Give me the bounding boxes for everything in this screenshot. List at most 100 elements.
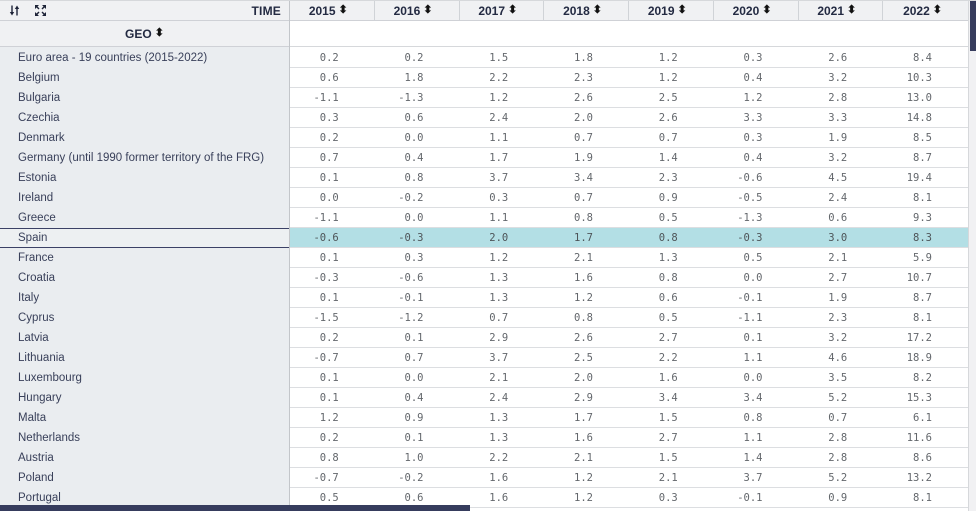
- value-cell[interactable]: 3.2: [828, 71, 848, 84]
- sort-updown-icon[interactable]: ⬍: [847, 4, 857, 16]
- value-cell[interactable]: 1.2: [319, 411, 339, 424]
- value-cell[interactable]: 0.7: [574, 191, 593, 204]
- value-cell[interactable]: 2.0: [489, 231, 509, 244]
- value-cell[interactable]: 2.6: [574, 331, 593, 344]
- value-cell[interactable]: 19.4: [906, 171, 932, 184]
- value-cell[interactable]: 2.1: [658, 471, 678, 484]
- value-cell[interactable]: 0.7: [319, 151, 339, 164]
- value-cell[interactable]: 3.4: [743, 391, 763, 404]
- value-cell[interactable]: 2.5: [658, 91, 678, 104]
- value-cell[interactable]: 1.1: [743, 431, 763, 444]
- value-cell[interactable]: 0.3: [319, 111, 339, 124]
- value-cell[interactable]: -0.3: [737, 231, 763, 244]
- value-cell[interactable]: 0.6: [828, 211, 848, 224]
- value-cell[interactable]: -1.3: [398, 91, 424, 104]
- value-cell[interactable]: 2.0: [574, 111, 593, 124]
- value-cell[interactable]: -1.2: [398, 311, 424, 324]
- value-cell[interactable]: 8.1: [913, 491, 932, 504]
- value-cell[interactable]: -0.5: [737, 191, 763, 204]
- value-cell[interactable]: -0.3: [313, 271, 339, 284]
- value-cell[interactable]: 1.9: [828, 291, 848, 304]
- value-cell[interactable]: 0.8: [574, 211, 593, 224]
- value-cell[interactable]: 8.5: [913, 131, 932, 144]
- value-cell[interactable]: -1.1: [737, 311, 763, 324]
- value-cell[interactable]: -1.1: [313, 91, 339, 104]
- geo-row-label[interactable]: Czechia: [0, 108, 289, 128]
- value-cell[interactable]: 2.2: [658, 351, 678, 364]
- value-cell[interactable]: 2.9: [489, 331, 509, 344]
- value-cell[interactable]: 0.6: [404, 111, 424, 124]
- value-cell[interactable]: 1.3: [489, 411, 509, 424]
- value-cell[interactable]: 2.4: [489, 391, 509, 404]
- value-cell[interactable]: -0.2: [398, 191, 424, 204]
- value-cell[interactable]: 0.6: [319, 71, 339, 84]
- value-cell[interactable]: 3.7: [743, 471, 763, 484]
- year-column-header[interactable]: 2020 ⬍: [714, 1, 799, 20]
- horizontal-scrollbar[interactable]: [0, 505, 968, 511]
- value-cell[interactable]: 1.9: [828, 131, 848, 144]
- value-cell[interactable]: 1.2: [574, 471, 593, 484]
- value-cell[interactable]: 0.7: [574, 131, 593, 144]
- year-column-header[interactable]: 2017 ⬍: [460, 1, 545, 20]
- value-cell[interactable]: 2.3: [574, 71, 593, 84]
- geo-row-label[interactable]: Italy: [0, 288, 289, 308]
- sort-updown-icon[interactable]: ⬍: [677, 4, 687, 16]
- geo-row-label[interactable]: France: [0, 248, 289, 268]
- value-cell[interactable]: 0.1: [404, 431, 424, 444]
- value-cell[interactable]: 0.4: [743, 151, 763, 164]
- value-cell[interactable]: 10.7: [906, 271, 932, 284]
- value-cell[interactable]: -0.2: [398, 471, 424, 484]
- value-cell[interactable]: 0.5: [658, 311, 678, 324]
- value-cell[interactable]: 0.9: [658, 191, 678, 204]
- value-cell[interactable]: 0.0: [743, 271, 763, 284]
- value-cell[interactable]: 0.1: [319, 391, 339, 404]
- geo-row-label[interactable]: Austria: [0, 448, 289, 468]
- value-cell[interactable]: 0.6: [404, 491, 424, 504]
- value-cell[interactable]: 2.8: [828, 431, 848, 444]
- geo-row-label[interactable]: Cyprus: [0, 308, 289, 328]
- value-cell[interactable]: 10.3: [906, 71, 932, 84]
- value-cell[interactable]: 1.2: [658, 71, 678, 84]
- geo-row-label[interactable]: Denmark: [0, 128, 289, 148]
- value-cell[interactable]: 1.7: [489, 151, 509, 164]
- value-cell[interactable]: 8.6: [913, 451, 932, 464]
- value-cell[interactable]: 14.8: [906, 111, 932, 124]
- sort-updown-icon[interactable]: ⬍: [762, 4, 772, 16]
- value-cell[interactable]: 0.7: [404, 351, 424, 364]
- swap-vertical-icon[interactable]: [6, 4, 22, 18]
- sort-updown-icon[interactable]: ⬍: [423, 4, 433, 16]
- value-cell[interactable]: 0.7: [489, 311, 509, 324]
- geo-column-header[interactable]: GEO ⬍: [0, 21, 289, 47]
- value-cell[interactable]: 0.1: [319, 291, 339, 304]
- value-cell[interactable]: 3.7: [489, 171, 509, 184]
- value-cell[interactable]: -0.7: [313, 351, 339, 364]
- value-cell[interactable]: 15.3: [906, 391, 932, 404]
- value-cell[interactable]: 0.3: [658, 491, 678, 504]
- value-cell[interactable]: 0.0: [404, 211, 424, 224]
- value-cell[interactable]: 8.7: [913, 291, 932, 304]
- value-cell[interactable]: -0.7: [313, 471, 339, 484]
- value-cell[interactable]: 6.1: [913, 411, 932, 424]
- geo-row-label[interactable]: Spain: [0, 228, 289, 248]
- year-column-header[interactable]: 2015 ⬍: [290, 1, 375, 20]
- value-cell[interactable]: 5.2: [828, 391, 848, 404]
- value-cell[interactable]: 0.1: [319, 251, 339, 264]
- value-cell[interactable]: 1.3: [658, 251, 678, 264]
- value-cell[interactable]: 2.7: [658, 331, 678, 344]
- value-cell[interactable]: 2.8: [828, 451, 848, 464]
- year-column-header[interactable]: 2019 ⬍: [629, 1, 714, 20]
- value-cell[interactable]: 0.1: [319, 371, 339, 384]
- year-column-header[interactable]: 2018 ⬍: [544, 1, 629, 20]
- value-cell[interactable]: 0.8: [743, 411, 763, 424]
- value-cell[interactable]: 17.2: [906, 331, 932, 344]
- value-cell[interactable]: 1.2: [489, 91, 509, 104]
- sort-updown-icon[interactable]: ⬍: [932, 4, 942, 16]
- value-cell[interactable]: 8.1: [913, 311, 932, 324]
- value-cell[interactable]: 1.2: [489, 251, 509, 264]
- value-cell[interactable]: 1.1: [489, 131, 509, 144]
- value-cell[interactable]: 3.2: [828, 331, 848, 344]
- vertical-scrollbar-thumb[interactable]: [970, 1, 976, 51]
- value-cell[interactable]: 1.5: [489, 51, 509, 64]
- geo-row-label[interactable]: Germany (until 1990 former territory of …: [0, 148, 289, 168]
- value-cell[interactable]: 1.7: [574, 231, 593, 244]
